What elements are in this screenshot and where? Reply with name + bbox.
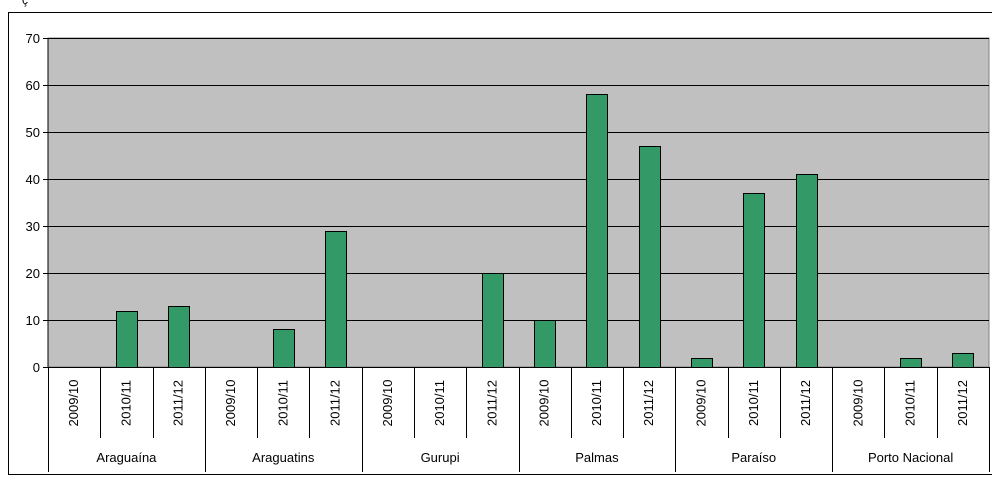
bar	[116, 311, 138, 368]
category-label: 2011/12	[641, 380, 656, 426]
category-label: 2010/11	[746, 380, 761, 426]
y-tick-label: 50	[26, 125, 40, 140]
group-label: Palmas	[575, 450, 619, 465]
group-label: Porto Nacional	[868, 450, 953, 465]
category-label: 2011/12	[328, 380, 343, 426]
category-label: 2011/12	[171, 380, 186, 426]
category-label: 2010/11	[903, 380, 918, 426]
category-label: 2009/10	[380, 380, 395, 427]
bar	[325, 231, 347, 368]
bar	[586, 94, 608, 368]
category-label: 2010/11	[118, 380, 133, 426]
chart-border	[8, 12, 992, 475]
group-label: Araguatins	[252, 450, 315, 465]
group-label: Araguaína	[96, 450, 157, 465]
y-tick-label: 0	[33, 360, 40, 375]
bar	[639, 146, 661, 368]
category-label: 2009/10	[537, 380, 552, 427]
bar	[796, 174, 818, 368]
y-tick-label: 10	[26, 313, 40, 328]
category-label: 2011/12	[484, 380, 499, 426]
group-label: Gurupi	[421, 450, 460, 465]
y-tick-label: 60	[26, 78, 40, 93]
bar	[743, 193, 765, 368]
category-label: 2011/12	[798, 380, 813, 426]
bar	[534, 320, 556, 368]
y-tick-label: 30	[26, 219, 40, 234]
category-label: 2009/10	[850, 380, 865, 427]
bar	[273, 329, 295, 368]
category-label: 2010/11	[275, 380, 290, 426]
category-label: 2010/11	[589, 380, 604, 426]
bar	[900, 358, 922, 368]
y-tick-label: 70	[26, 31, 40, 46]
category-label: 2011/12	[955, 380, 970, 426]
category-label: 2009/10	[223, 380, 238, 427]
bar	[168, 306, 190, 368]
y-tick-label: 40	[26, 172, 40, 187]
category-label: 2009/10	[66, 380, 81, 427]
category-label: 2010/11	[432, 380, 447, 426]
truncated-title-fragment: ç	[22, 0, 28, 7]
bar	[482, 273, 504, 368]
y-tick-label: 20	[26, 266, 40, 281]
bar	[952, 353, 974, 368]
group-label: Paraíso	[731, 450, 776, 465]
bar	[691, 358, 713, 368]
category-label: 2009/10	[693, 380, 708, 427]
